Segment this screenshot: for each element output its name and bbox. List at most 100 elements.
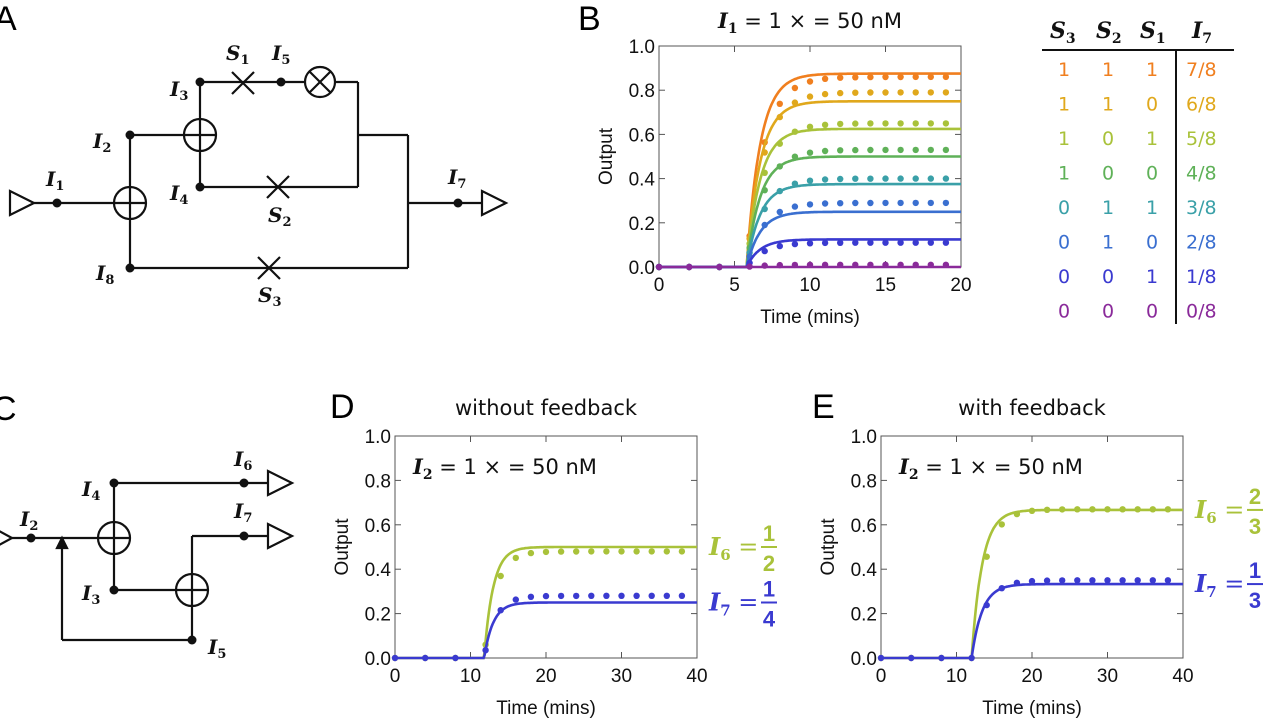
y-tick-label: 0.2 — [629, 214, 655, 235]
data-point — [897, 89, 904, 96]
data-point — [791, 128, 799, 135]
data-point — [942, 199, 950, 207]
data-point — [927, 73, 934, 81]
data-point — [852, 89, 859, 96]
data-point — [927, 120, 934, 127]
fraction-numerator: 2 — [1249, 484, 1261, 509]
x-axis-label: Time (mins) — [982, 698, 1082, 719]
node-label: I4 — [81, 477, 100, 504]
data-point — [983, 601, 990, 609]
table-cell: 0 — [1102, 163, 1114, 185]
data-point — [908, 654, 915, 662]
data-point — [852, 74, 859, 81]
data-point — [877, 654, 885, 662]
node-label: I4 — [169, 181, 188, 208]
chart-b: 0 5 10 15 20 0.0 0.2 0.4 0.6 0.8 1.0 Time (mins) Out… — [596, 8, 972, 328]
table-cell: 1 — [1102, 197, 1114, 219]
data-point — [1119, 577, 1126, 584]
data-point — [821, 261, 829, 268]
data-point — [912, 261, 919, 268]
data-point — [1043, 506, 1051, 513]
chart-annotation: I2 = 1 × = 50 nM — [898, 454, 1083, 483]
x-tick-label: 20 — [1021, 666, 1042, 687]
data-point — [942, 120, 950, 127]
data-point — [882, 261, 889, 268]
data-point — [837, 147, 844, 154]
data-point — [852, 175, 859, 182]
data-point — [837, 89, 844, 97]
data-point — [852, 120, 859, 127]
table-output-cell: 6/8 — [1186, 94, 1217, 116]
table-output-cell: 0/8 — [1186, 301, 1217, 323]
data-point — [761, 221, 768, 229]
y-tick-label: 0.0 — [365, 649, 391, 670]
data-point — [1074, 506, 1081, 513]
panel-label-b: B — [578, 0, 601, 38]
data-point — [882, 146, 889, 154]
data-point — [497, 572, 504, 580]
y-tick-label: 1.0 — [629, 37, 655, 58]
panel-label-e: E — [812, 388, 835, 426]
data-point — [618, 548, 625, 555]
fraction-numerator: 1 — [1249, 558, 1261, 583]
x-tick-label: 0 — [654, 275, 665, 296]
data-point — [927, 175, 934, 182]
series-label: I7 = — [708, 588, 758, 620]
series-label-var: I — [1194, 495, 1207, 524]
fraction-denominator: 2 — [763, 551, 775, 576]
y-tick-label: 0.8 — [851, 471, 877, 492]
series-line — [659, 182, 961, 269]
table-output-cell: 7/8 — [1186, 59, 1217, 81]
data-point — [746, 263, 753, 270]
data-point — [776, 261, 783, 269]
output-triangle — [480, 189, 509, 217]
data-point — [761, 262, 768, 269]
data-point — [791, 99, 799, 106]
x-tick-label: 10 — [946, 666, 967, 687]
y-tick-label: 0.4 — [851, 560, 878, 581]
data-point — [761, 149, 768, 156]
data-point — [542, 548, 550, 556]
table-cell: 0 — [1058, 266, 1070, 288]
node-label: I3 — [169, 77, 188, 104]
data-point — [852, 239, 859, 246]
data-point — [1089, 577, 1096, 584]
table-cell: 1 — [1146, 59, 1158, 81]
data-point — [912, 175, 919, 182]
data-point — [678, 592, 686, 599]
panel-label-a: A — [0, 0, 17, 38]
data-point — [603, 548, 610, 555]
node-label: I5 — [207, 635, 226, 662]
series-label-sub: 7 — [1206, 583, 1216, 601]
node-label: I7 — [233, 499, 252, 526]
data-point — [882, 73, 889, 81]
table-cell: 0 — [1146, 94, 1158, 116]
data-point — [648, 592, 655, 599]
fraction-numerator: 1 — [763, 521, 775, 546]
series-line — [881, 582, 1183, 660]
data-point — [806, 78, 814, 85]
data-point — [942, 73, 950, 81]
truth-table: S3 S2 S1 I7 1 1 1 7/8 1 1 0 6/8 1 0 1 5/8 1 0 0 4/8 0 1 1 3… — [1042, 18, 1234, 324]
data-point — [897, 175, 904, 182]
y-tick-label: 1.0 — [365, 427, 391, 448]
data-point — [983, 553, 990, 560]
fraction-numerator: 1 — [763, 577, 775, 602]
circuit-a — [8, 65, 509, 280]
data-point — [912, 199, 919, 207]
series-label: I6 = — [1194, 495, 1244, 527]
data-point — [998, 521, 1005, 528]
data-point — [821, 239, 829, 247]
x-tick-label: 0 — [876, 666, 887, 687]
data-point — [1013, 510, 1021, 518]
table-cell: 0 — [1146, 232, 1158, 254]
data-point — [761, 247, 768, 255]
y-tick-label: 0.2 — [851, 605, 877, 626]
x-tick-label: 10 — [799, 275, 820, 296]
y-axis-label: Output — [818, 518, 839, 576]
node-label: I2 — [19, 507, 38, 534]
data-point — [588, 592, 595, 599]
data-point — [776, 208, 783, 216]
table-cell: 1 — [1102, 94, 1114, 116]
data-point — [927, 89, 934, 96]
